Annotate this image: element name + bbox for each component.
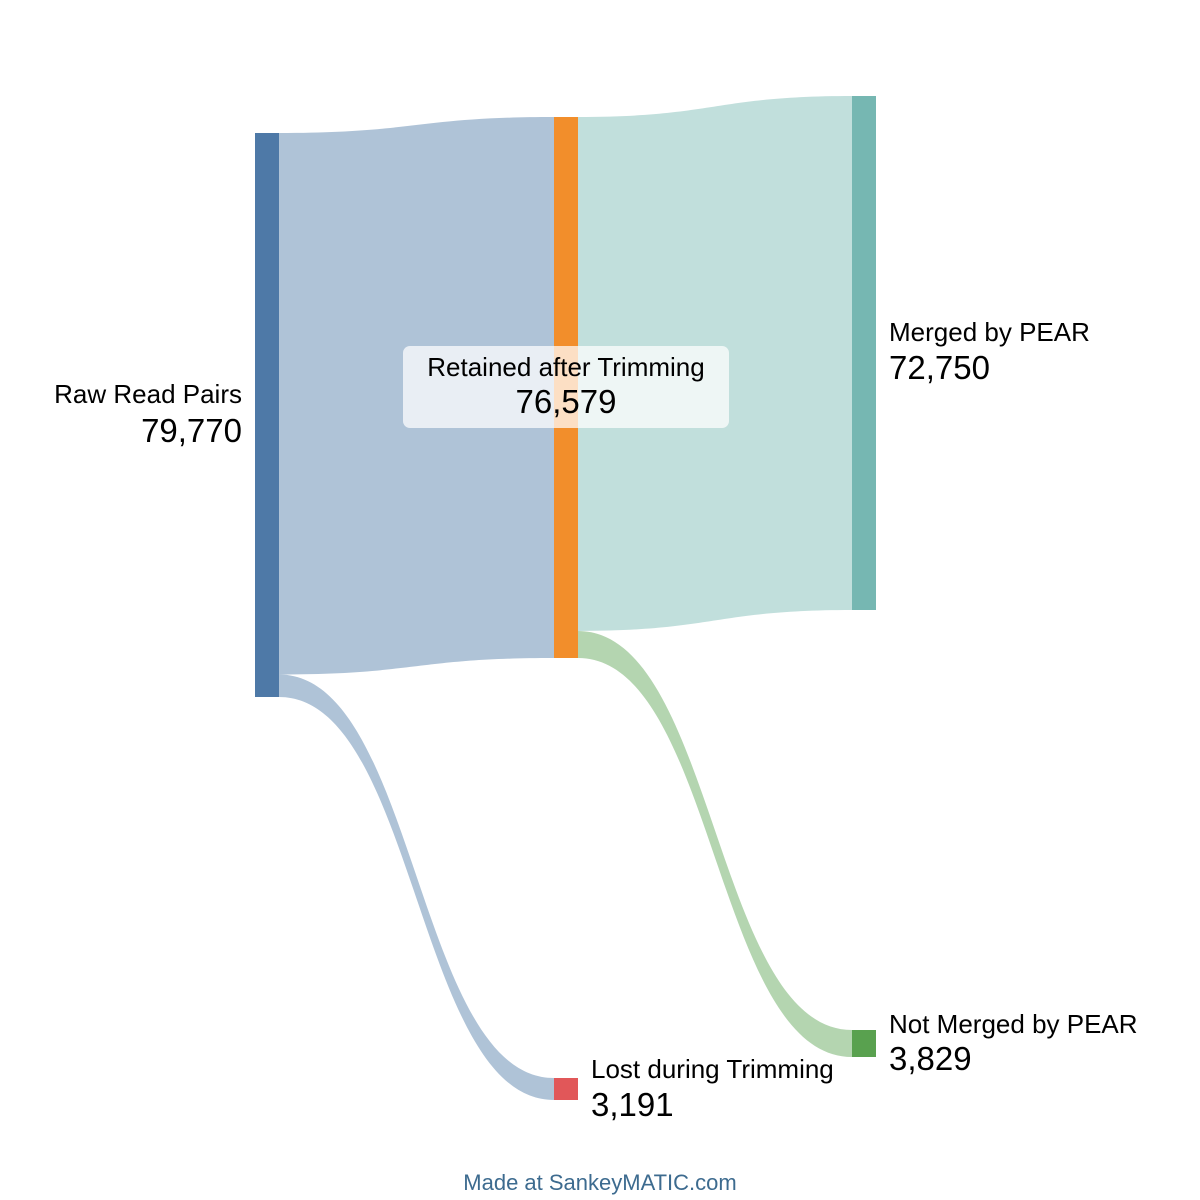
node-label-lost: Lost during Trimming — [591, 1054, 834, 1084]
footer: Made at SankeyMATIC.com — [463, 1170, 736, 1195]
node-value-retained: 76,579 — [516, 383, 617, 420]
node-value-lost: 3,191 — [591, 1086, 674, 1123]
node-value-raw: 79,770 — [141, 412, 242, 449]
node-raw — [255, 133, 279, 697]
node-label-merged: Merged by PEAR — [889, 317, 1090, 347]
label-background-retained — [403, 346, 729, 428]
node-value-notmerged: 3,829 — [889, 1040, 972, 1077]
footer-credit: Made at SankeyMATIC.com — [463, 1170, 736, 1195]
node-merged — [852, 96, 876, 610]
node-label-retained: Retained after Trimming — [427, 352, 704, 382]
node-lost — [554, 1078, 578, 1100]
flow-raw-to-lost — [279, 674, 554, 1100]
node-label-raw: Raw Read Pairs — [54, 379, 242, 409]
nodes — [255, 96, 876, 1100]
node-label-notmerged: Not Merged by PEAR — [889, 1009, 1138, 1039]
node-notmerged — [852, 1030, 876, 1057]
flow-retained-to-notmerged — [578, 630, 852, 1057]
node-value-merged: 72,750 — [889, 349, 990, 386]
